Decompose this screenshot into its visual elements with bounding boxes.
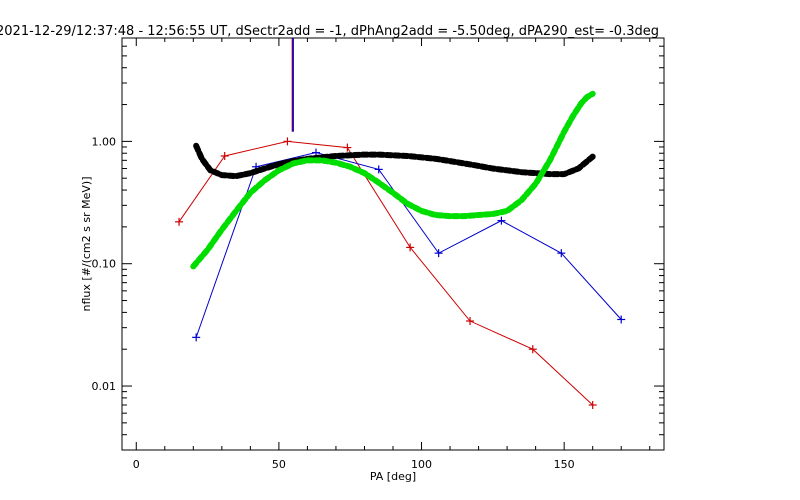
series-point: [434, 249, 443, 258]
marker-line: [291, 38, 294, 132]
series-point: [192, 333, 201, 342]
x-tick-label: 50: [272, 458, 286, 471]
series-curve: [193, 142, 596, 180]
series-point: [343, 143, 352, 152]
series-curve: [190, 90, 596, 270]
series-point: [466, 317, 475, 326]
series-point: [528, 345, 537, 354]
series-2: [193, 142, 596, 180]
y-tick-label: 0.01: [92, 380, 117, 393]
y-tick-label: 1.00: [92, 135, 117, 148]
series-line: [178, 140, 594, 406]
chart-title: 2021-12-29/12:37:48 - 12:56:55 UT, dSect…: [0, 24, 659, 39]
series-0: [175, 137, 597, 409]
y-tick-label: 0.10: [92, 258, 117, 271]
y-axis-label: nflux [#/(cm2 s sr MeV)]: [80, 177, 93, 312]
series-3: [190, 90, 596, 270]
series-point: [617, 315, 626, 324]
x-tick-label: 0: [133, 458, 140, 471]
x-axis-label: PA [deg]: [370, 470, 416, 483]
series-point: [557, 249, 566, 258]
y-axis-ticks: 0.01 0.10 1.00: [92, 37, 664, 451]
series-point: [588, 400, 597, 409]
x-axis-ticks: 0 50 100 150: [133, 38, 651, 471]
x-tick-label: 150: [554, 458, 575, 471]
series-point: [220, 151, 229, 160]
series-layer: [175, 38, 626, 409]
series-point: [283, 137, 292, 146]
x-tick-label: 100: [411, 458, 432, 471]
series-line: [195, 152, 622, 338]
series-point: [175, 217, 184, 226]
series-point: [497, 216, 506, 225]
series-point: [374, 165, 383, 174]
series-point: [406, 243, 415, 252]
series-1: [192, 148, 626, 342]
